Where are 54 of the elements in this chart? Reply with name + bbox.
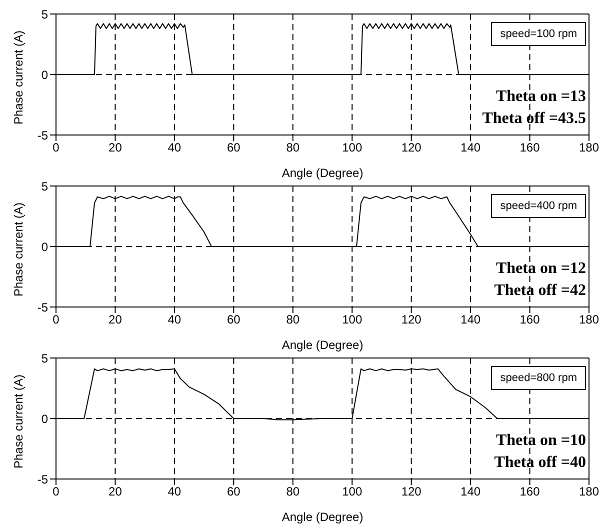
annotation: Theta off =40 — [494, 454, 586, 472]
y-tick-label: -5 — [37, 128, 48, 142]
x-tick-label: 0 — [52, 484, 60, 499]
annotation: Theta on =13 — [496, 88, 586, 106]
annotation: speed=800 rpm — [491, 366, 586, 390]
y-axis-title: Phase current (A) — [11, 202, 26, 296]
x-tick-label: 180 — [578, 484, 600, 499]
annotation: Theta off =42 — [494, 282, 586, 300]
y-axis-title: Phase current (A) — [11, 30, 26, 124]
y-tick-label: 5 — [41, 351, 48, 366]
y-tick-label: 0 — [41, 68, 48, 82]
x-tick-label: 120 — [401, 312, 422, 327]
annotation: Theta on =10 — [496, 432, 586, 450]
y-tick-label: 5 — [41, 7, 48, 22]
x-tick-label: 20 — [108, 312, 122, 327]
x-tick-label: 180 — [578, 140, 600, 155]
annotation: Theta off =43.5 — [482, 110, 586, 128]
y-tick-label: 5 — [41, 179, 48, 194]
y-tick-label: 0 — [41, 412, 48, 426]
x-tick-label: 160 — [520, 312, 540, 327]
x-tick-label: 180 — [578, 312, 600, 327]
x-tick-label: 140 — [460, 312, 481, 327]
y-tick-label: -5 — [37, 472, 48, 486]
x-tick-label: 60 — [226, 312, 241, 327]
x-tick-label: 0 — [52, 312, 60, 327]
x-tick-label: 120 — [401, 140, 422, 155]
y-axis-title: Phase current (A) — [11, 374, 26, 468]
annotation: speed=100 rpm — [491, 22, 586, 46]
x-tick-label: 40 — [168, 140, 182, 155]
x-tick-label: 140 — [460, 140, 481, 155]
x-axis-title: Angle (Degree) — [282, 166, 364, 180]
x-tick-label: 60 — [226, 140, 241, 155]
x-tick-label: 100 — [342, 484, 362, 499]
x-tick-label: 140 — [460, 484, 481, 499]
x-tick-label: 160 — [520, 140, 540, 155]
x-axis-title: Angle (Degree) — [282, 338, 364, 352]
x-tick-label: 80 — [286, 140, 300, 155]
annotation: speed=400 rpm — [491, 194, 586, 218]
x-tick-label: 60 — [226, 484, 241, 499]
y-tick-label: 0 — [41, 240, 48, 254]
x-tick-label: 20 — [108, 484, 122, 499]
x-tick-label: 80 — [286, 312, 300, 327]
x-tick-label: 100 — [342, 312, 362, 327]
x-tick-label: 40 — [168, 484, 182, 499]
x-tick-label: 100 — [342, 140, 362, 155]
x-tick-label: 40 — [168, 312, 182, 327]
annotation: Theta on =12 — [496, 260, 586, 278]
x-tick-label: 20 — [108, 140, 122, 155]
x-tick-label: 0 — [52, 140, 60, 155]
y-tick-label: -5 — [37, 300, 48, 314]
x-tick-label: 120 — [401, 484, 422, 499]
x-tick-label: 160 — [520, 484, 540, 499]
x-tick-label: 80 — [286, 484, 300, 499]
x-axis-title: Angle (Degree) — [282, 510, 364, 524]
